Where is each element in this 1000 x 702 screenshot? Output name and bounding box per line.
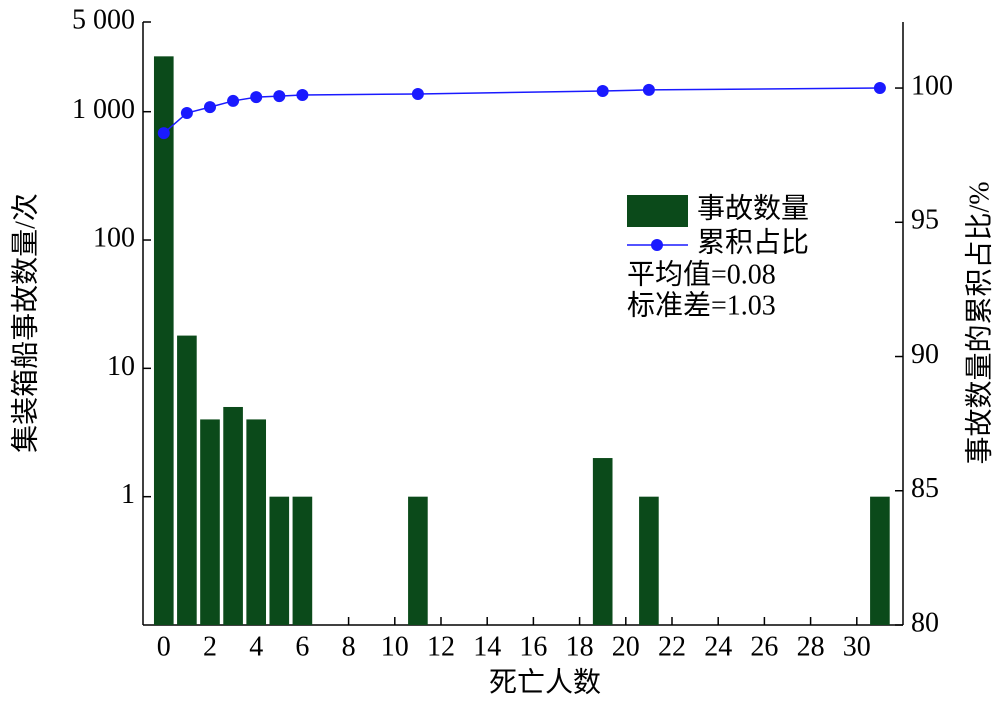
y-tick-label: 5 000 [72,4,135,35]
legend-label: 事故数量 [697,192,809,224]
bar [639,496,659,625]
marker [203,101,216,114]
bar [592,458,613,625]
x-tick-label: 6 [295,631,309,662]
y-tick-label: 100 [93,222,135,253]
y-tick-label: 1 000 [72,94,135,125]
marker [227,94,240,107]
x-tick-label: 18 [566,631,594,662]
y2-tick-label: 85 [911,473,939,504]
x-tick-label: 0 [157,631,171,662]
y2-tick-label: 80 [911,607,939,638]
marker [596,84,609,97]
y2-tick-label: 95 [911,205,939,236]
x-axis-label: 死亡人数 [489,666,601,698]
marker [157,127,170,140]
y-axis-label: 集装箱船事故数量/次 [9,193,41,453]
bar [223,406,243,625]
marker [273,90,286,103]
x-tick-label: 22 [658,631,686,662]
x-tick-label: 12 [427,631,455,662]
marker [250,91,263,104]
x-tick-label: 28 [797,631,825,662]
x-tick-label: 2 [203,631,217,662]
marker [180,107,193,120]
x-tick-label: 24 [704,631,732,662]
bar [200,419,220,625]
x-tick-label: 26 [750,631,778,662]
bar [246,419,267,625]
line [163,87,880,134]
x-tick-label: 14 [473,631,501,662]
x-tick-label: 16 [519,631,547,662]
annotation: 平均值=0.08 [627,258,776,290]
marker [411,87,424,100]
y-tick-label: 1 [121,479,135,510]
y2-tick-label: 100 [911,70,953,101]
legend-swatch [627,195,688,227]
bar [870,496,890,625]
legend-label: 累积占比 [697,226,809,258]
x-tick-label: 8 [342,631,356,662]
bar [269,496,290,625]
y-tick-label: 10 [107,351,135,382]
x-tick-label: 10 [381,631,409,662]
y2-axis-label: 事故数量的累积占比/% [963,181,995,464]
annotation: 标准差=1.03 [627,289,776,321]
marker [873,82,886,95]
x-tick-label: 20 [612,631,640,662]
x-tick-label: 30 [843,631,871,662]
bar [408,496,428,625]
legend-marker [651,239,663,251]
bar [177,335,197,625]
marker [296,89,309,102]
y2-tick-label: 90 [911,339,939,370]
x-tick-label: 4 [249,631,263,662]
marker [642,83,655,96]
bar [153,56,174,626]
bar [292,496,313,625]
